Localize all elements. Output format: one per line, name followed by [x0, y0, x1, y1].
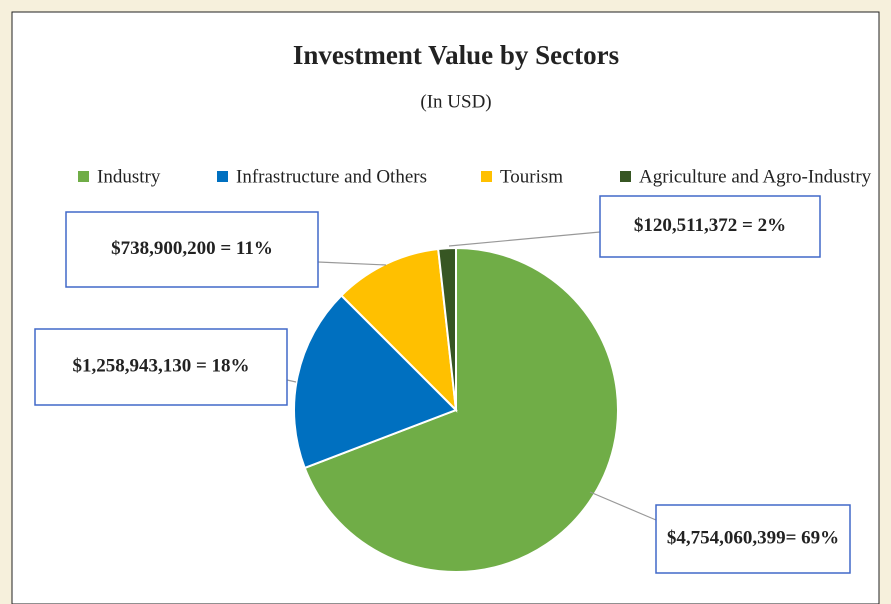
- leader-line: [286, 379, 297, 383]
- pie-slice: [437, 246, 457, 411]
- label-box: [65, 211, 319, 288]
- pie-slice: [293, 294, 458, 470]
- chart-subtitle: (In USD): [420, 91, 491, 112]
- legend-label: Agriculture and Agro-Industry: [639, 166, 872, 187]
- leader-line: [317, 261, 387, 266]
- legend-swatch: [481, 171, 492, 182]
- legend-swatch: [620, 171, 631, 182]
- pie-slice: [339, 247, 458, 413]
- data-label: $738,900,200 = 11%: [111, 238, 273, 259]
- legend-label: Tourism: [500, 166, 563, 187]
- label-box: [599, 195, 821, 258]
- chart-title: Investment Value by Sectors: [293, 40, 619, 70]
- label-box: [34, 328, 288, 406]
- data-label: $120,511,372 = 2%: [634, 215, 786, 236]
- leader-line: [448, 231, 601, 247]
- pie-slice: [303, 246, 619, 573]
- data-label: $1,258,943,130 = 18%: [72, 355, 249, 376]
- label-box: [655, 504, 851, 574]
- legend-swatch: [78, 171, 89, 182]
- legend-swatch: [217, 171, 228, 182]
- leader-line: [589, 491, 657, 521]
- legend-label: Industry: [97, 166, 161, 187]
- legend-label: Infrastructure and Others: [236, 166, 427, 187]
- data-label: $4,754,060,399= 69%: [667, 527, 839, 548]
